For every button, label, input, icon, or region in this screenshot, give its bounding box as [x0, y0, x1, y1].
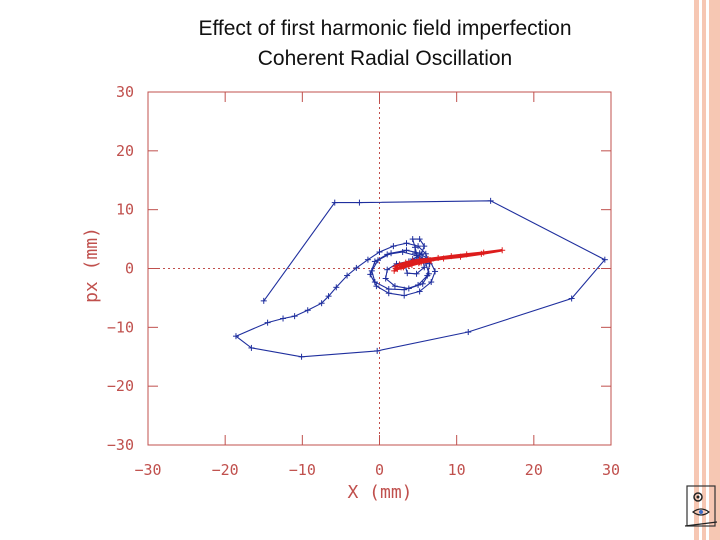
- data-point: [411, 244, 418, 251]
- data-point: [298, 353, 305, 360]
- x-tick-label: −10: [289, 461, 316, 479]
- data-point: [367, 271, 374, 278]
- data-point: [260, 297, 267, 304]
- series-outer: [232, 197, 608, 360]
- data-point: [353, 264, 360, 271]
- data-point: [427, 257, 434, 264]
- data-point: [403, 247, 410, 254]
- data-point: [601, 256, 608, 263]
- data-point: [392, 265, 399, 272]
- y-axis-title: px (mm): [81, 227, 102, 303]
- data-point: [391, 283, 398, 290]
- data-point: [373, 283, 380, 290]
- data-point: [403, 240, 410, 247]
- y-tick-label: 10: [116, 201, 134, 219]
- data-point: [435, 254, 442, 261]
- x-tick-label: −20: [212, 461, 239, 479]
- data-point: [408, 261, 415, 268]
- data-point: [421, 243, 428, 250]
- data-point: [568, 295, 575, 302]
- data-point: [376, 249, 383, 256]
- chart-subtitle: Coherent Radial Oscillation: [257, 47, 513, 70]
- x-tick-label: 30: [602, 461, 620, 479]
- data-point: [499, 247, 506, 254]
- data-point: [371, 279, 378, 286]
- data-point: [384, 266, 391, 273]
- data-point: [418, 251, 425, 258]
- data-point: [401, 292, 408, 299]
- data-point: [409, 236, 416, 243]
- data-point: [428, 279, 435, 286]
- data-point: [478, 250, 485, 257]
- data-point: [388, 250, 395, 257]
- data-point: [304, 307, 311, 314]
- data-point: [344, 272, 351, 279]
- data-point: [291, 313, 298, 320]
- data-point: [457, 253, 464, 260]
- x-axis-title: X (mm): [347, 482, 412, 503]
- data-point: [402, 259, 409, 266]
- data-point: [333, 284, 340, 291]
- x-tick-label: 10: [448, 461, 466, 479]
- data-point: [419, 280, 426, 287]
- data-point: [398, 264, 405, 271]
- data-point: [421, 264, 428, 271]
- data-point: [382, 275, 389, 282]
- x-tick-label: 20: [525, 461, 543, 479]
- data-point: [399, 249, 406, 256]
- data-point: [384, 251, 391, 258]
- chart-title-block: Effect of first harmonic field imperfect…: [140, 14, 630, 74]
- data-point: [368, 267, 375, 274]
- data-point: [422, 250, 429, 257]
- data-point: [416, 288, 423, 295]
- data-point: [415, 243, 422, 250]
- data-point: [318, 300, 325, 307]
- data-point: [405, 262, 412, 269]
- data-point: [404, 270, 411, 277]
- data-point: [413, 270, 420, 277]
- data-point: [371, 258, 378, 265]
- data-point: [448, 253, 455, 260]
- y-tick-label: 30: [116, 83, 134, 101]
- data-point: [428, 257, 435, 264]
- data-point: [374, 257, 381, 264]
- data-point: [463, 251, 470, 258]
- data-point: [385, 290, 392, 297]
- data-point: [232, 333, 239, 340]
- data-point: [416, 236, 423, 243]
- y-tick-label: −10: [107, 318, 134, 336]
- data-point: [374, 347, 381, 354]
- data-point: [401, 286, 408, 293]
- data-point: [415, 260, 422, 267]
- y-tick-label: 20: [116, 142, 134, 160]
- data-point: [465, 329, 472, 336]
- data-point: [390, 243, 397, 250]
- series-line: [234, 200, 606, 358]
- y-tick-label: −30: [107, 436, 134, 454]
- data-point: [411, 250, 418, 257]
- data-point: [440, 255, 447, 262]
- data-point: [264, 319, 271, 326]
- data-point: [364, 256, 371, 263]
- x-tick-label: −30: [134, 461, 161, 479]
- logo-icon: [684, 485, 718, 527]
- data-point: [331, 199, 338, 206]
- data-point: [248, 344, 255, 351]
- data-point: [487, 197, 494, 204]
- data-point: [280, 315, 287, 322]
- data-point: [356, 199, 363, 206]
- data-point: [325, 293, 332, 300]
- data-point: [432, 268, 439, 275]
- x-tick-label: 0: [375, 461, 384, 479]
- chart-title: Effect of first harmonic field imperfect…: [198, 17, 572, 40]
- data-point: [425, 270, 432, 277]
- slide-border: [694, 0, 720, 540]
- data-point: [405, 285, 412, 292]
- series-inner: [391, 247, 506, 274]
- y-tick-label: −20: [107, 377, 134, 395]
- y-tick-label: 0: [125, 260, 134, 278]
- data-point: [415, 281, 422, 288]
